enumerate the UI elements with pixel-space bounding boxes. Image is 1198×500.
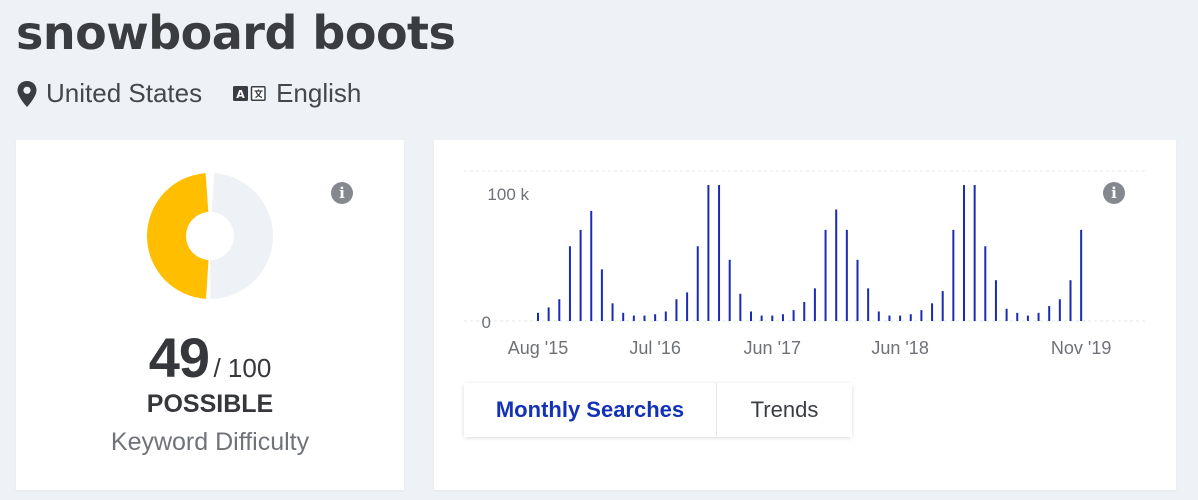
difficulty-score: 49 / 100 [16, 325, 404, 390]
x-tick-label: Nov '19 [1051, 338, 1111, 358]
x-tick-label: Jun '17 [744, 338, 801, 358]
y-tick-label: 100 k [487, 185, 529, 204]
x-tick-label: Aug '15 [508, 338, 569, 358]
difficulty-score-value: 49 [148, 326, 210, 389]
y-tick-label: 0 [482, 313, 491, 332]
difficulty-score-max: / 100 [213, 353, 272, 383]
x-tick-label: Jul '16 [629, 338, 680, 358]
difficulty-rating: POSSIBLE [146, 390, 274, 418]
difficulty-donut [146, 173, 274, 299]
page-title: snowboard boots [16, 6, 456, 60]
difficulty-fill [146, 173, 209, 299]
translate-icon: A [233, 85, 266, 101]
difficulty-track [210, 173, 274, 299]
difficulty-info-icon[interactable]: i [331, 182, 353, 204]
tab-trends[interactable]: Trends [716, 383, 852, 437]
difficulty-subtitle: Keyword Difficulty [110, 428, 310, 456]
svg-text:A: A [236, 88, 245, 101]
location-info: United States [16, 78, 202, 109]
monthly-searches-chart: 0 100 k Aug '15 Jul '16 Jun '17 Jun '18 Nov '1… [464, 170, 1146, 358]
searches-info-icon[interactable]: i [1103, 182, 1125, 204]
tab-monthly-searches[interactable]: Monthly Searches [464, 383, 716, 437]
location-label: United States [46, 78, 203, 108]
x-tick-label: Jun '18 [871, 338, 928, 358]
chart-tabs: Monthly Searches Trends [464, 383, 852, 437]
language-info: A English [232, 78, 361, 109]
monthly-searches-card: 0 100 k Aug '15 Jul '16 Jun '17 Jun '18 Nov '1… [434, 140, 1176, 490]
keyword-difficulty-card: i 49 / 100 POSSIBLE Keyword Difficulty [16, 140, 404, 490]
keyword-meta: United States A English [16, 78, 391, 109]
language-label: English [276, 78, 362, 108]
location-pin-icon [17, 80, 37, 107]
